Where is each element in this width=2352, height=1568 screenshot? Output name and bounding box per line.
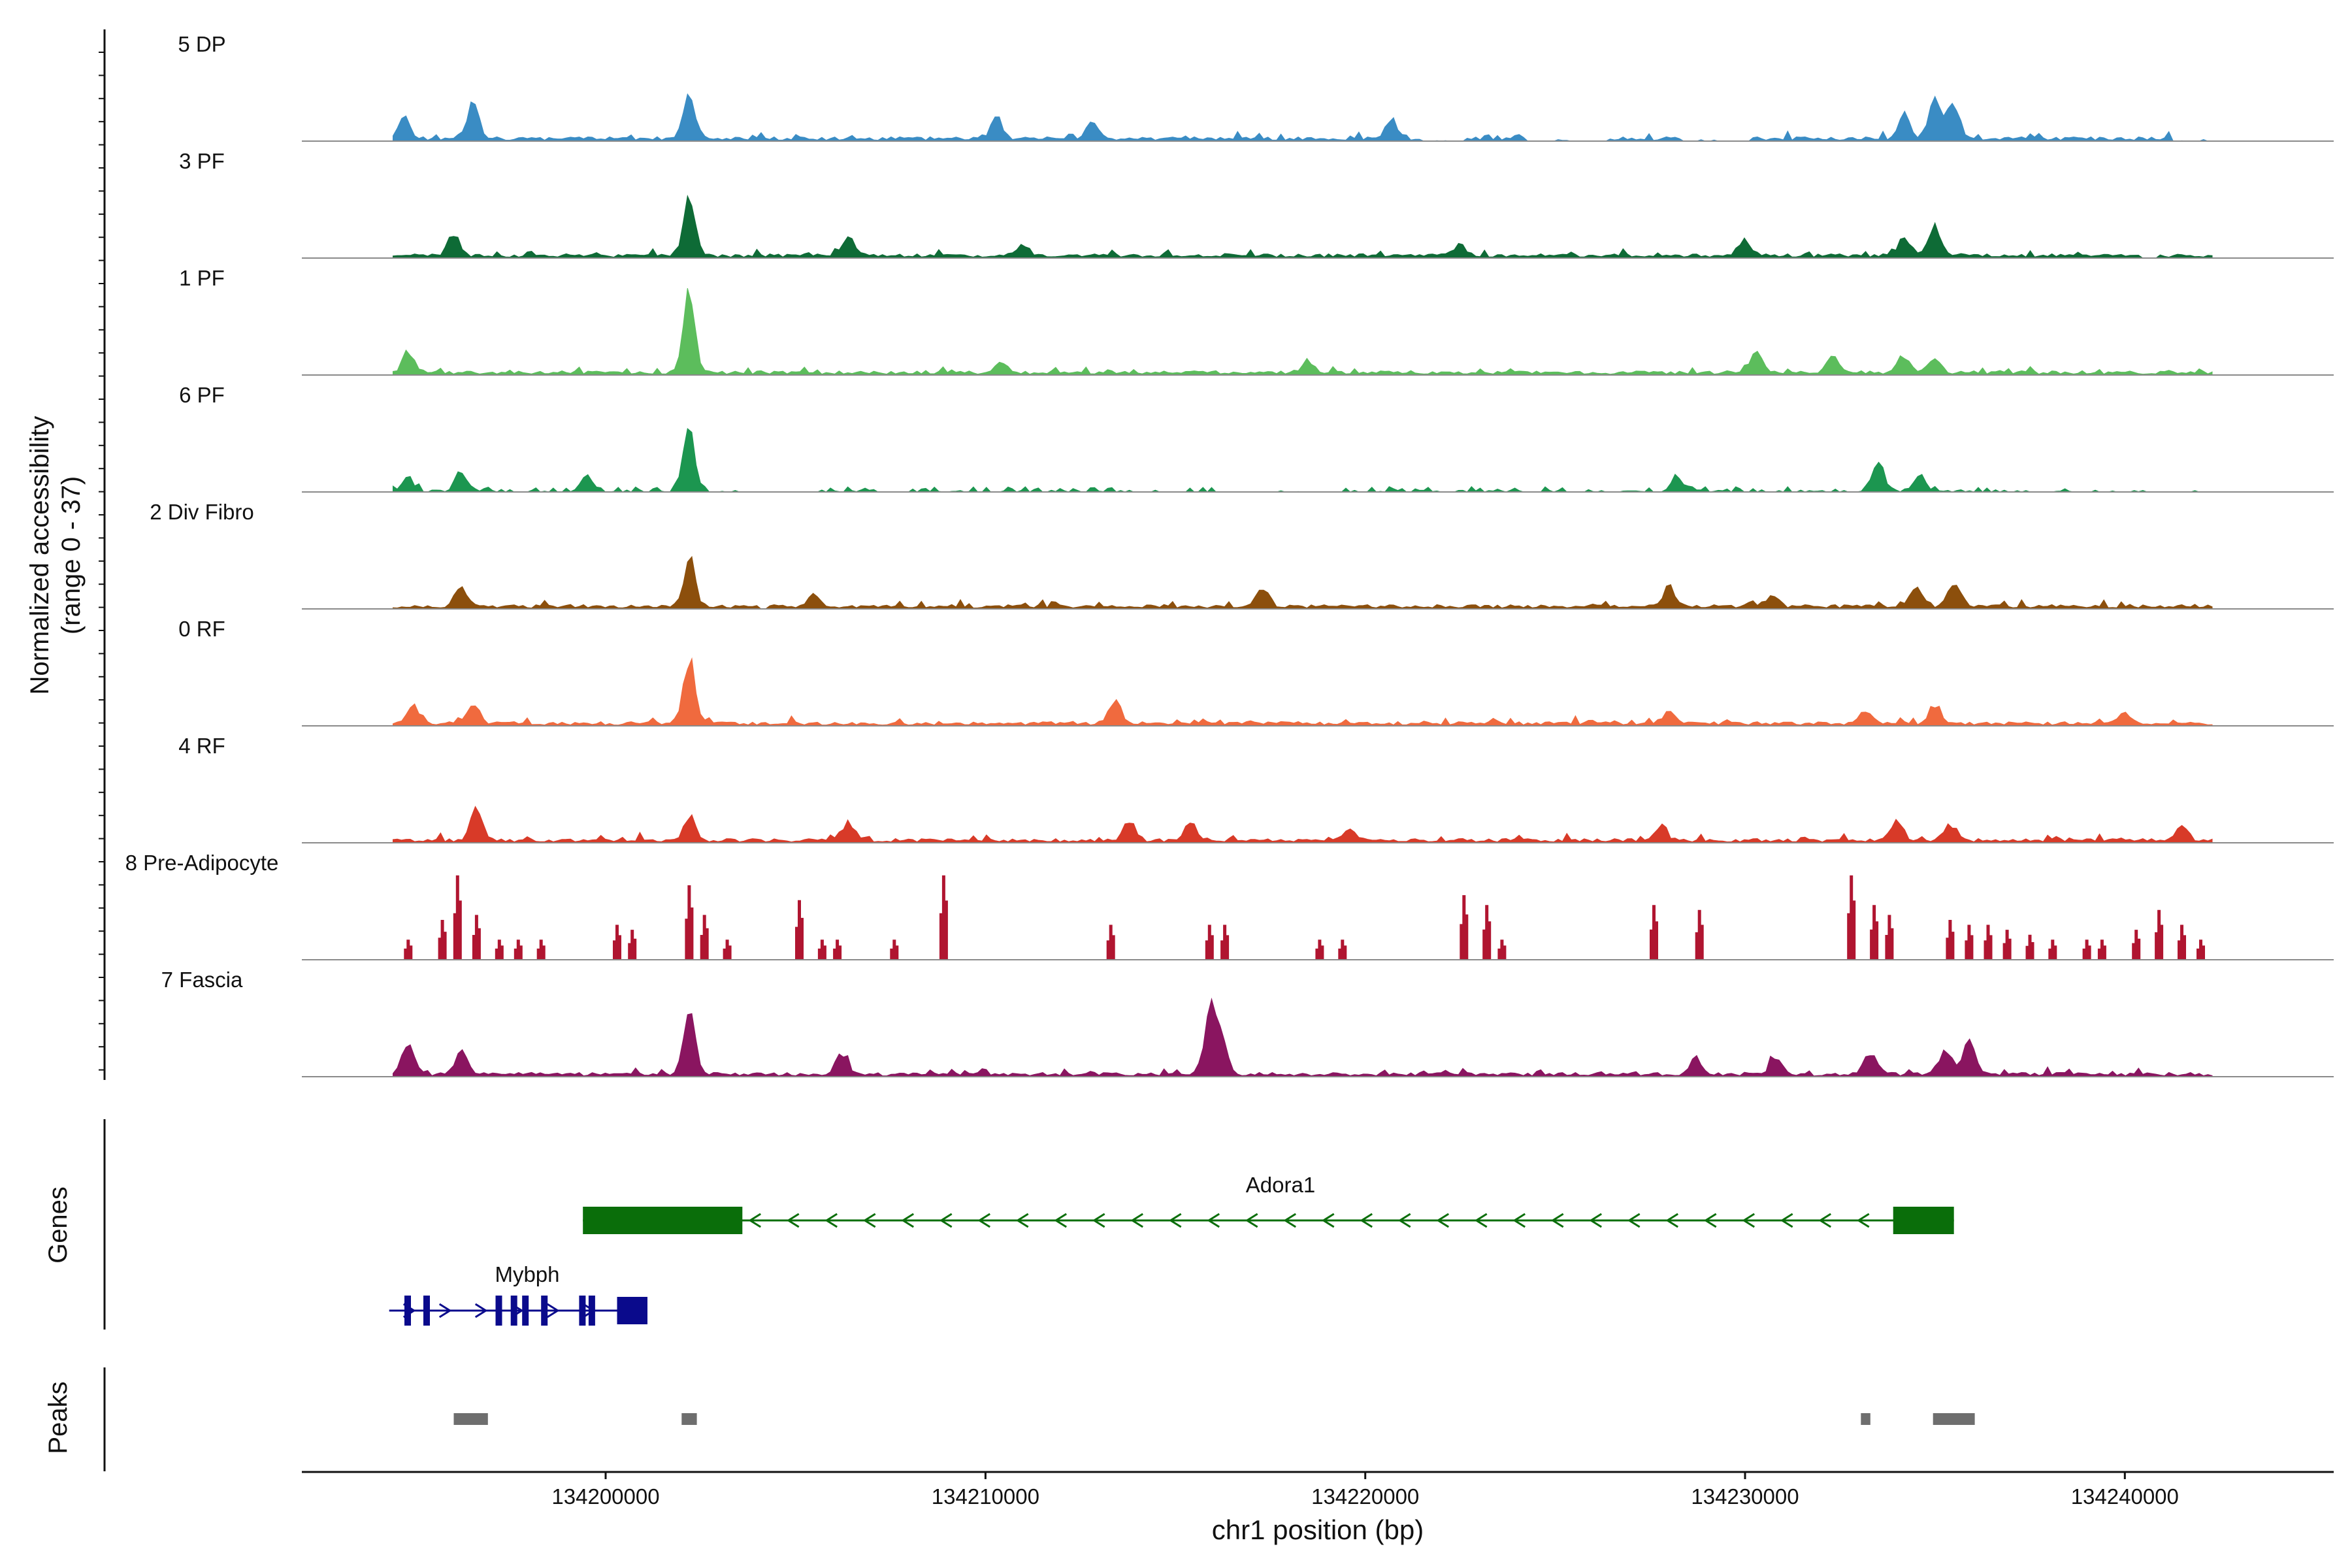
y-axis-label-line2: (range 0 - 37): [57, 476, 86, 634]
strand-arrow: [1207, 1213, 1220, 1228]
exon: [541, 1296, 548, 1326]
exon: [588, 1296, 595, 1326]
track-2-div-fibro: 2 Div Fibro: [150, 500, 2334, 610]
strand-arrow: [862, 1213, 876, 1228]
x-tick-label: 134240000: [2071, 1484, 2179, 1509]
x-tick-label: 134210000: [932, 1484, 1039, 1509]
strand-arrow: [1360, 1213, 1373, 1228]
coverage-area: [393, 555, 2213, 610]
strand-arrow: [1436, 1213, 1449, 1228]
x-tick-label: 134200000: [551, 1484, 659, 1509]
gene-mybph: Mybph: [389, 1262, 647, 1326]
coverage-area: [393, 287, 2213, 376]
track-label: 8 Pre-Adipocyte: [125, 851, 279, 875]
strand-arrow: [786, 1213, 800, 1228]
x-tick-label: 134230000: [1691, 1484, 1799, 1509]
peak-region: [681, 1413, 697, 1425]
track-4-rf: 4 RF: [178, 734, 2334, 843]
strand-arrow: [939, 1213, 953, 1228]
coverage-area: [393, 806, 2213, 843]
peaks-panel: [103, 1367, 1975, 1471]
exon: [495, 1296, 502, 1326]
coverage-area: [393, 93, 2212, 142]
exon: [522, 1296, 529, 1326]
peak-region: [1861, 1413, 1870, 1425]
strand-arrow: [1015, 1213, 1029, 1228]
exon: [617, 1297, 647, 1324]
gene-name-label: Mybph: [495, 1262, 559, 1286]
strand-arrow: [474, 1303, 488, 1318]
strand-arrow: [1245, 1213, 1258, 1228]
exon: [404, 1296, 411, 1326]
strand-arrow: [1054, 1213, 1067, 1228]
strand-arrow: [1130, 1213, 1143, 1228]
x-axis: 134200000 134210000 134220000 134230000 1342…: [302, 1471, 2334, 1509]
y-axis-label-line1: Normalized accessibility: [25, 416, 54, 695]
strand-arrow: [1703, 1213, 1717, 1228]
track-label: 1 PF: [179, 266, 225, 290]
track-8-pre-adipocyte: 8 Pre-Adipocyte: [125, 851, 2334, 960]
track-label: 7 Fascia: [161, 968, 243, 992]
strand-arrow: [1627, 1213, 1641, 1228]
strand-arrow: [1512, 1213, 1526, 1228]
tracks-panel: 5 DP 3 PF 1 PF 6 PF 2 Div Fibro 0 RF 4 RF 8 Pre…: [125, 32, 2334, 1077]
strand-arrow: [546, 1303, 560, 1318]
track-6-pf: 6 PF: [179, 383, 2334, 493]
strand-arrow: [1550, 1213, 1564, 1228]
peak-region: [1933, 1413, 1975, 1425]
coverage-area: [393, 195, 2213, 259]
strand-arrow: [1474, 1213, 1488, 1228]
genes-panel: Adora1 Mybph: [103, 1119, 1954, 1330]
track-0-rf: 0 RF: [178, 617, 2334, 727]
track-label: 6 PF: [179, 383, 225, 407]
gene-name-label: Adora1: [1246, 1173, 1315, 1197]
strand-arrow: [1321, 1213, 1335, 1228]
exon: [579, 1296, 586, 1326]
track-label: 2 Div Fibro: [150, 500, 254, 524]
strand-arrow: [748, 1213, 761, 1228]
strand-arrow: [1742, 1213, 1755, 1228]
exon: [583, 1207, 743, 1234]
strand-arrow: [1092, 1213, 1105, 1228]
accessibility-y-axis: [99, 29, 106, 1080]
track-label: 5 DP: [178, 32, 225, 56]
track-label: 4 RF: [178, 734, 225, 758]
track-label: 3 PF: [179, 149, 225, 173]
coverage-area: [393, 997, 2213, 1077]
exon: [1893, 1207, 1954, 1234]
strand-arrow: [1856, 1213, 1870, 1228]
track-1-pf: 1 PF: [179, 266, 2334, 376]
exon: [510, 1296, 517, 1326]
track-3-pf: 3 PF: [179, 149, 2334, 259]
strand-arrow: [1589, 1213, 1602, 1228]
strand-arrow: [825, 1213, 838, 1228]
x-tick-label: 134220000: [1311, 1484, 1419, 1509]
exon: [423, 1296, 430, 1326]
strand-arrow: [1818, 1213, 1831, 1228]
strand-arrow: [1780, 1213, 1793, 1228]
strand-arrow: [1283, 1213, 1296, 1228]
coverage-area: [393, 427, 2212, 493]
strand-arrow: [901, 1213, 914, 1228]
track-label: 0 RF: [178, 617, 225, 641]
track-5-dp: 5 DP: [178, 32, 2334, 142]
coverage-area: [404, 875, 2205, 960]
gene-adora1: Adora1: [583, 1173, 1954, 1234]
strand-arrow: [438, 1303, 452, 1318]
genes-panel-label: Genes: [44, 1186, 73, 1264]
coverage-area: [393, 657, 2213, 727]
peaks-panel-label: Peaks: [44, 1381, 73, 1454]
strand-arrow: [1168, 1213, 1182, 1228]
peak-region: [453, 1413, 488, 1425]
x-axis-label: chr1 position (bp): [1212, 1514, 1424, 1545]
strand-arrow: [977, 1213, 990, 1228]
strand-arrow: [1397, 1213, 1411, 1228]
track-7-fascia: 7 Fascia: [161, 968, 2334, 1077]
strand-arrow: [1665, 1213, 1678, 1228]
